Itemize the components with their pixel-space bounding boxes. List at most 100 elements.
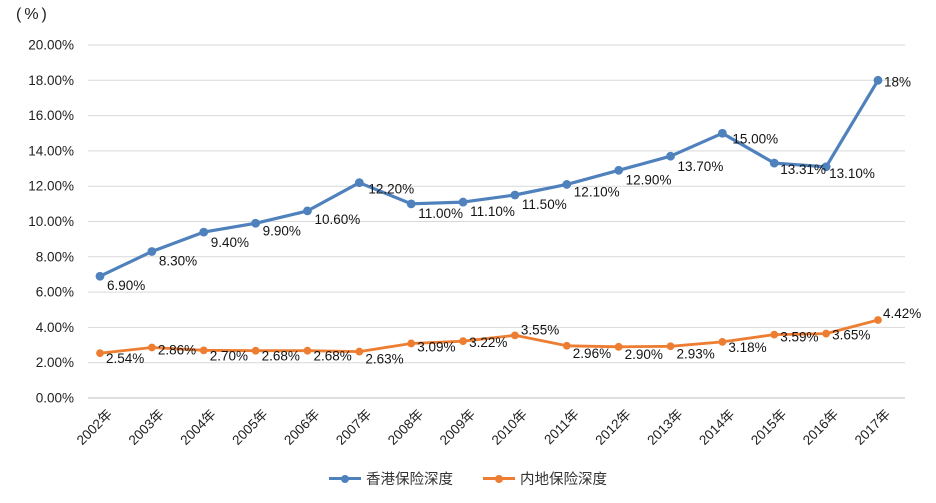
hk-data-label: 6.90% (107, 278, 145, 293)
hk-data-label: 13.10% (829, 166, 875, 181)
hk-data-point (510, 190, 520, 200)
hk-data-point (147, 247, 157, 256)
hk-data-point (458, 197, 468, 207)
legend-label-mainland: 内地保险深度 (520, 472, 607, 488)
mainland-data-point (770, 330, 779, 339)
y-axis-tick-label: 12.00% (28, 179, 74, 194)
hk-data-point (769, 158, 779, 168)
mainland-data-label: 2.54% (106, 351, 144, 366)
hk-data-point (562, 180, 572, 189)
hk-data-label: 12.90% (626, 172, 672, 187)
mainland-data-point (562, 341, 571, 350)
legend-item-hk: 香港保险深度 (329, 468, 453, 489)
mainland-data-point (666, 342, 675, 351)
y-axis-unit-label: (%) (16, 6, 50, 23)
mainland-data-label: 3.65% (832, 328, 870, 343)
y-axis-tick-label: 4.00% (36, 320, 74, 335)
mainland-series-line (98, 318, 880, 355)
hk-data-label: 9.40% (211, 235, 249, 250)
hk-data-label: 8.30% (159, 254, 197, 269)
x-axis-label: 2005年 (229, 407, 270, 448)
mainland-data-label: 2.96% (573, 346, 611, 361)
hk-data-label: 11.50% (522, 197, 567, 212)
x-axis-label: 2002年 (74, 407, 115, 448)
hk-data-point (666, 151, 675, 161)
y-axis-tick-label: 14.00% (28, 143, 74, 158)
mainland-data-point (147, 343, 156, 352)
x-axis-label: 2010年 (489, 407, 530, 448)
x-axis-label: 2006年 (281, 407, 322, 448)
mainland-data-label: 2.70% (210, 348, 248, 363)
x-axis-label: 2012年 (592, 407, 633, 448)
mainland-data-label: 3.18% (728, 340, 766, 355)
y-axis-tick-label: 10.00% (28, 214, 74, 229)
x-axis-label: 2004年 (177, 407, 218, 448)
chart-legend: 香港保险深度 内地保险深度 (0, 468, 936, 489)
y-axis-tick-label: 20.00% (28, 38, 74, 53)
hk-data-label: 12.20% (368, 182, 414, 197)
mainland-data-point (251, 346, 260, 355)
mainland-data-label: 3.22% (469, 335, 507, 350)
hk-series-swatch (329, 474, 361, 484)
mainland-series-swatch (483, 474, 515, 484)
hk-data-point (614, 165, 624, 175)
hk-data-label: 12.10% (574, 184, 620, 199)
mainland-swatch-dot-icon (495, 474, 503, 483)
mainland-data-label: 2.86% (158, 343, 196, 358)
y-axis-tick-label: 8.00% (36, 249, 74, 264)
y-axis-tick-label: 18.00% (28, 73, 74, 88)
hk-data-label: 9.90% (263, 223, 301, 238)
mainland-data-point (614, 342, 623, 351)
mainland-data-point (355, 347, 364, 356)
hk-data-point (821, 162, 831, 172)
hk-data-label: 15.00% (732, 131, 778, 146)
mainland-data-point (718, 337, 727, 346)
hk-data-point (873, 75, 883, 85)
hk-data-point (303, 206, 312, 216)
mainland-data-point (407, 339, 416, 348)
hk-data-label: 11.00% (418, 206, 463, 221)
hk-data-label: 13.31% (780, 162, 826, 177)
mainland-data-point (459, 337, 467, 346)
y-axis-tick-label: 0.00% (36, 391, 74, 406)
x-axis-label: 2003年 (126, 407, 167, 448)
mainland-data-point (511, 331, 519, 340)
mainland-data-point (96, 349, 104, 358)
y-axis-tick-label: 16.00% (28, 108, 74, 123)
mainland-data-label: 3.55% (521, 322, 559, 337)
hk-data-point (251, 218, 260, 228)
mainland-data-label: 2.68% (313, 349, 351, 364)
mainland-data-label: 2.68% (262, 349, 300, 364)
x-axis-label: 2011年 (541, 407, 582, 448)
mainland-data-label: 3.59% (780, 330, 818, 345)
hk-data-point (718, 128, 727, 138)
legend-item-mainland: 内地保险深度 (483, 468, 607, 489)
mainland-data-label: 4.42% (883, 306, 921, 321)
hk-swatch-dot-icon (341, 474, 349, 483)
mainland-data-label: 2.63% (365, 352, 403, 367)
hk-data-point (406, 199, 416, 209)
x-axis-label: 2009年 (437, 407, 478, 448)
hk-series-line (98, 78, 880, 278)
x-axis-label: 2008年 (385, 407, 426, 448)
mainland-data-point (822, 329, 831, 338)
mainland-data-point (303, 346, 312, 355)
x-axis-label: 2017年 (852, 407, 893, 448)
hk-data-label: 13.70% (678, 159, 724, 174)
hk-data-point (95, 271, 105, 281)
mainland-data-label: 2.90% (625, 347, 663, 362)
y-axis-tick-label: 6.00% (36, 285, 74, 300)
x-axis-label: 2013年 (644, 407, 685, 448)
mainland-data-label: 2.93% (677, 346, 715, 361)
hk-data-label: 11.10% (470, 204, 515, 219)
x-axis-label: 2014年 (696, 407, 737, 448)
hk-data-label: 10.60% (314, 212, 360, 227)
x-axis-label: 2007年 (333, 407, 374, 448)
hk-data-label: 18% (884, 74, 911, 89)
mainland-data-point (199, 346, 208, 355)
x-axis-label: 2016年 (800, 407, 841, 448)
hk-data-point (199, 227, 209, 237)
mainland-data-label: 3.09% (417, 339, 455, 354)
